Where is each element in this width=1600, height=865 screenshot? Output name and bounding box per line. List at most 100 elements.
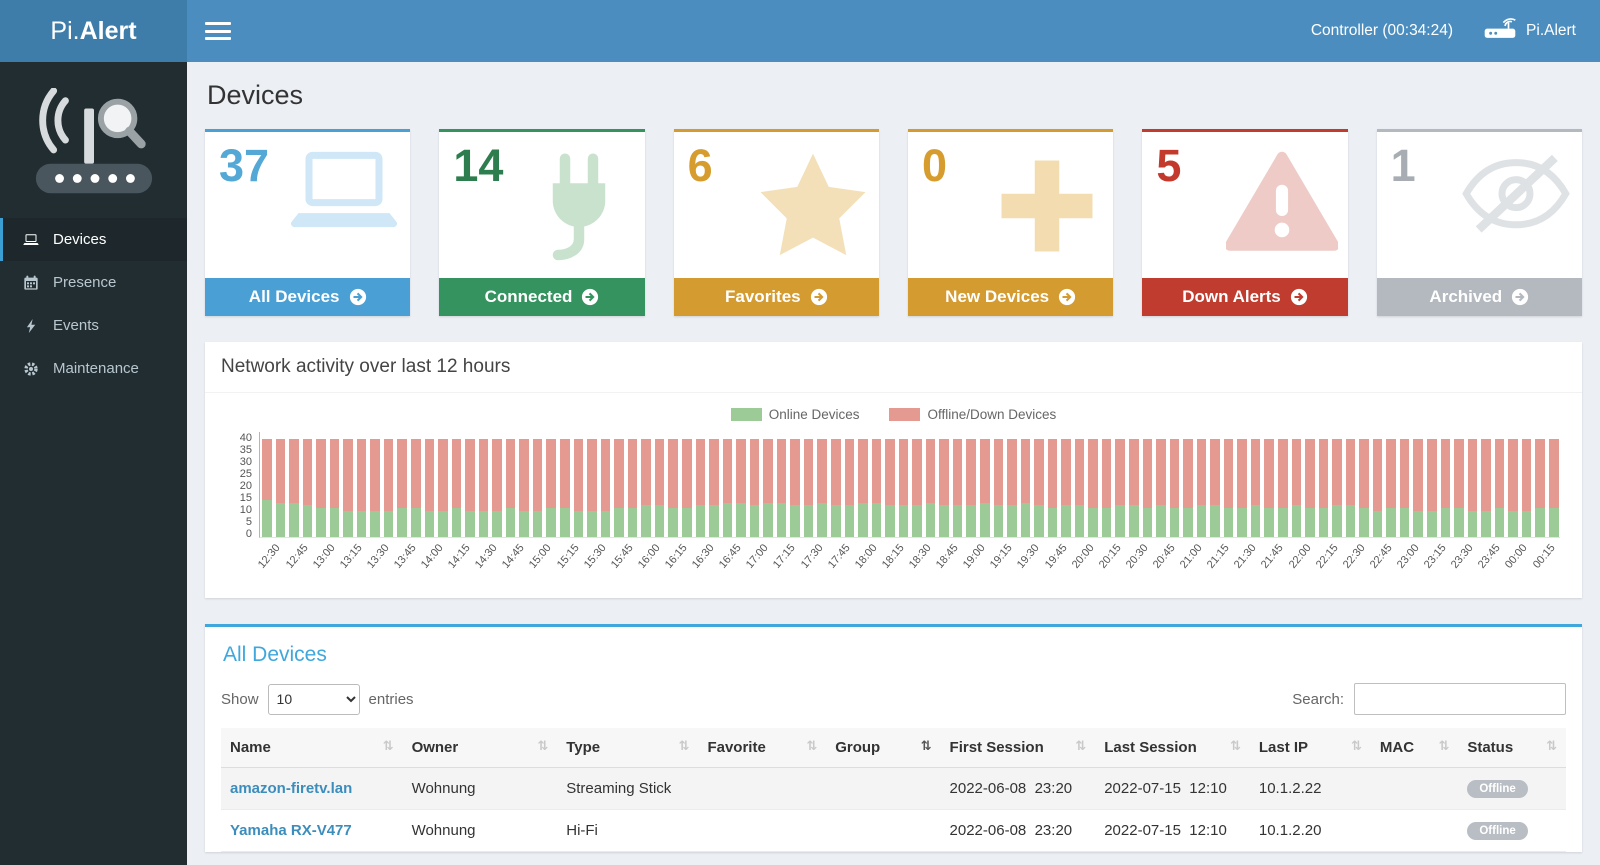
cell-type: Streaming Stick [557,767,699,810]
x-tick-label: 00:00 [1503,542,1531,571]
card-link-down-alerts[interactable]: Down Alerts [1142,278,1348,316]
search-input[interactable] [1354,683,1566,715]
column-header-type[interactable]: Type ⇅ [557,728,699,768]
device-name-link[interactable]: Yamaha RX-V477 [230,822,352,839]
chart-bar [776,439,787,537]
chart-bar [411,439,421,537]
chart-bar [885,438,895,537]
card-value: 1 [1390,140,1416,191]
sidebar-item-presence[interactable]: Presence [0,261,187,304]
chart-bar [519,439,529,537]
cell-group [826,809,941,852]
brand-logo[interactable]: Pi. Alert [0,0,187,62]
card-link-archived[interactable]: Archived [1376,278,1582,316]
card-link-all-devices[interactable]: All Devices [205,278,411,316]
sort-icon: ⇅ [1351,739,1362,754]
x-tick-label: 13:00 [310,542,338,571]
page-title: Devices [207,80,304,110]
header-pialert-link[interactable]: Pi.Alert [1483,17,1576,46]
column-header-first-session[interactable]: First Session ⇅ [940,728,1096,768]
column-label: First Session [949,739,1044,756]
chart-bar [1332,438,1342,537]
router-icon [1483,17,1517,46]
cell-mac [1370,809,1459,852]
column-header-last-session[interactable]: Last Session ⇅ [1095,728,1250,768]
chart-bar [289,439,299,537]
controller-link[interactable]: Controller (00:34:24) [1310,22,1454,39]
chart-bar [275,439,286,537]
sort-icon: ⇅ [678,739,690,754]
chart-bar [1440,439,1451,537]
cell-last-session: 2022-07-15 12:10 [1095,767,1250,810]
sidebar-item-label: Presence [53,274,117,291]
x-tick-label: 16:45 [717,542,744,571]
x-tick-label: 22:15 [1313,542,1341,571]
status-badge: Offline [1467,780,1528,798]
sidebar-item-maintenance[interactable]: Maintenance [0,347,187,390]
column-header-group[interactable]: Group ⇅ [826,728,941,768]
chart-bar [912,438,922,537]
chart-bar [1156,438,1166,537]
chart-bar [681,439,692,537]
x-tick-label: 19:30 [1015,542,1043,571]
column-label: Status [1467,739,1514,756]
chart-bar [1101,439,1112,537]
column-header-owner[interactable]: Owner ⇅ [402,728,558,768]
chart-bar [424,439,435,537]
chart-bar [1115,438,1125,537]
column-label: Owner [411,739,459,756]
x-tick-label: 21:15 [1205,542,1232,571]
bolt-icon [22,318,40,334]
sort-icon: ⇅ [920,739,932,754]
chart-bar [858,439,868,537]
x-tick-label: 14:45 [500,542,528,571]
column-header-last-ip[interactable]: Last IP ⇅ [1249,728,1371,768]
x-tick-label: 18:45 [933,542,961,571]
chart-bar [641,438,651,537]
chart-bar [1305,439,1315,537]
chart-bar [614,439,624,537]
top-header: Pi. Alert Controller (00:34:24) Pi.Alert [0,0,1600,62]
arrow-circle-right-icon [1290,288,1308,306]
card-link-connected[interactable]: Connected [439,278,645,316]
card-link-new-devices[interactable]: New Devices [907,278,1114,316]
sidebar-item-label: Devices [53,231,107,248]
column-label: Last IP [1258,739,1309,756]
card-link-favorites[interactable]: Favorites [673,278,879,316]
table-row: Yamaha RX-V477 Wohnung Hi-Fi 2022-06-08 23:… [221,809,1566,852]
chart-bar [1399,439,1410,537]
x-tick-label: 19:15 [988,542,1016,571]
chart-bar [1020,439,1031,537]
plug-icon [523,150,635,267]
main-content: Devices 37 All Devices 14 Connected 6 Fa… [187,62,1600,865]
cell-first-session: 2022-06-08 23:20 [940,767,1096,810]
sidebar-toggle-button[interactable] [205,22,231,40]
page-length-select[interactable]: 10 [267,683,360,715]
legend-online-devices: Online Devices [730,407,859,422]
column-header-favorite[interactable]: Favorite ⇅ [698,728,827,768]
column-header-status[interactable]: Status ⇅ [1458,728,1566,768]
summary-card-down-alerts: 5 Down Alerts [1142,129,1348,316]
x-tick-label: 15:30 [581,542,609,571]
sidebar-item-devices[interactable]: Devices [0,218,187,261]
warning-icon [1224,150,1339,256]
device-name-link[interactable]: amazon-firetv.lan [230,780,353,797]
cell-favorite [698,767,827,810]
legend-label: Offline/Down Devices [927,407,1057,422]
chart-bar [560,439,570,537]
chart-bar [1318,439,1329,537]
card-label: Favorites [725,287,801,306]
x-tick-label: 21:30 [1232,542,1260,571]
chart-bar [1278,439,1288,537]
column-header-name[interactable]: Name ⇅ [221,728,403,768]
sidebar-item-events[interactable]: Events [0,304,187,347]
chart-bar [1169,439,1180,537]
chart-bar [803,438,814,537]
cell-last-session: 2022-07-15 12:10 [1095,809,1250,852]
page-length-control: Show 10 entries [221,683,414,715]
card-label: Connected [484,287,573,306]
column-header-mac[interactable]: MAC ⇅ [1370,728,1459,768]
chart-bar [1196,438,1207,537]
summary-card-connected: 14 Connected [439,129,645,316]
chart-bar [546,439,557,537]
